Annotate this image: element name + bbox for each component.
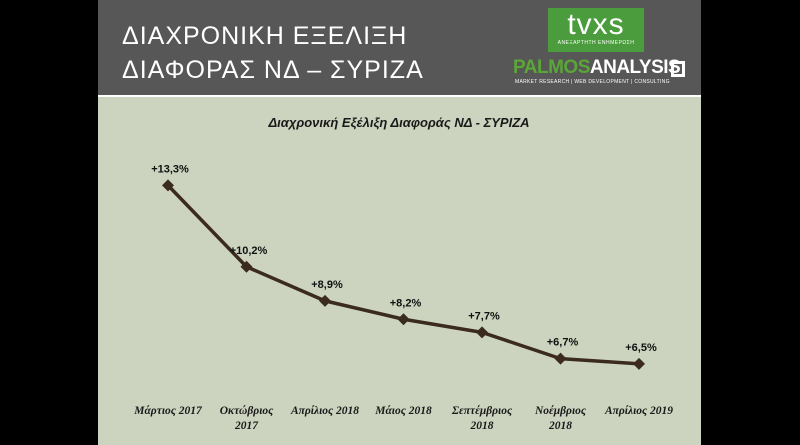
x-tick-label: Οκτώβριος	[220, 404, 274, 417]
data-label: +6,5%	[625, 342, 657, 354]
palmos-square-icon	[671, 61, 685, 77]
slide: ΔΙΑΧΡΟΝΙΚΗ ΕΞΕΛΙΞΗ ΔΙΑΦΟΡΑΣ ΝΔ – ΣΥΡΙΖΑ …	[98, 0, 701, 445]
x-tick-label: Σεπτέμβριος	[451, 404, 513, 417]
x-tick-label: 2018	[548, 420, 572, 432]
palmos-analysis-logo: PALMOSANALYSIS MARKET RESEARCH | WEB DEV…	[513, 57, 685, 89]
data-label: +8,2%	[390, 297, 422, 309]
chart-title: Διαχρονική Εξέλιξη Διαφοράς ΝΔ - ΣΥΡΙΖΑ	[267, 115, 529, 130]
data-point-marker	[633, 357, 645, 370]
slide-title-line1: ΔΙΑΧΡΟΝΙΚΗ ΕΞΕΛΙΞΗ	[122, 22, 408, 50]
data-label: +6,7%	[547, 337, 579, 349]
data-label: +7,7%	[468, 310, 500, 322]
data-point-marker	[240, 260, 253, 273]
palmos-tagline: MARKET RESEARCH | WEB DEVELOPMENT | CONS…	[515, 79, 670, 85]
palmos-name: PALMOSANALYSIS	[513, 57, 681, 79]
line-chart: Διαχρονική Εξέλιξη Διαφοράς ΝΔ - ΣΥΡΙΖΑ …	[133, 115, 673, 432]
tvxs-tagline: ΑΝΕΞΑΡΤΗΤΗ ΕΝΗΜΕΡΩΣΗ	[557, 40, 635, 46]
tvxs-logo-text: tvxs	[567, 8, 625, 41]
header-banner: ΔΙΑΧΡΟΝΙΚΗ ΕΞΕΛΙΞΗ ΔΙΑΦΟΡΑΣ ΝΔ – ΣΥΡΙΖΑ …	[98, 0, 701, 95]
data-label: +8,9%	[311, 279, 343, 291]
x-tick-label: Μάρτιος 2017	[133, 404, 203, 417]
x-tick-label: 2018	[470, 420, 494, 432]
data-label: +10,2%	[230, 245, 268, 257]
x-tick-label: Απρίλιος 2018	[290, 404, 359, 417]
data-point-marker	[319, 294, 331, 307]
palmos-name-part2: ANALYSIS	[589, 57, 681, 78]
data-point-marker	[397, 313, 410, 326]
x-tick-label: Μάιος 2018	[374, 404, 432, 417]
chart-area: Διαχρονική Εξέλιξη Διαφοράς ΝΔ - ΣΥΡΙΖΑ …	[98, 97, 701, 445]
data-label: +13,3%	[151, 163, 189, 175]
x-tick-label: Απρίλιος 2019	[604, 404, 673, 417]
x-tick-label: 2017	[234, 420, 259, 432]
slide-title-line2: ΔΙΑΦΟΡΑΣ ΝΔ – ΣΥΡΙΖΑ	[122, 56, 424, 84]
palmos-name-part1: PALMOS	[513, 57, 590, 78]
data-point-marker	[554, 352, 567, 365]
tvxs-logo: tvxs ΑΝΕΞΑΡΤΗΤΗ ΕΝΗΜΕΡΩΣΗ	[548, 8, 644, 52]
data-point-marker	[162, 179, 174, 192]
x-tick-label: Νοέμβριος	[534, 404, 587, 417]
data-point-marker	[476, 326, 488, 339]
